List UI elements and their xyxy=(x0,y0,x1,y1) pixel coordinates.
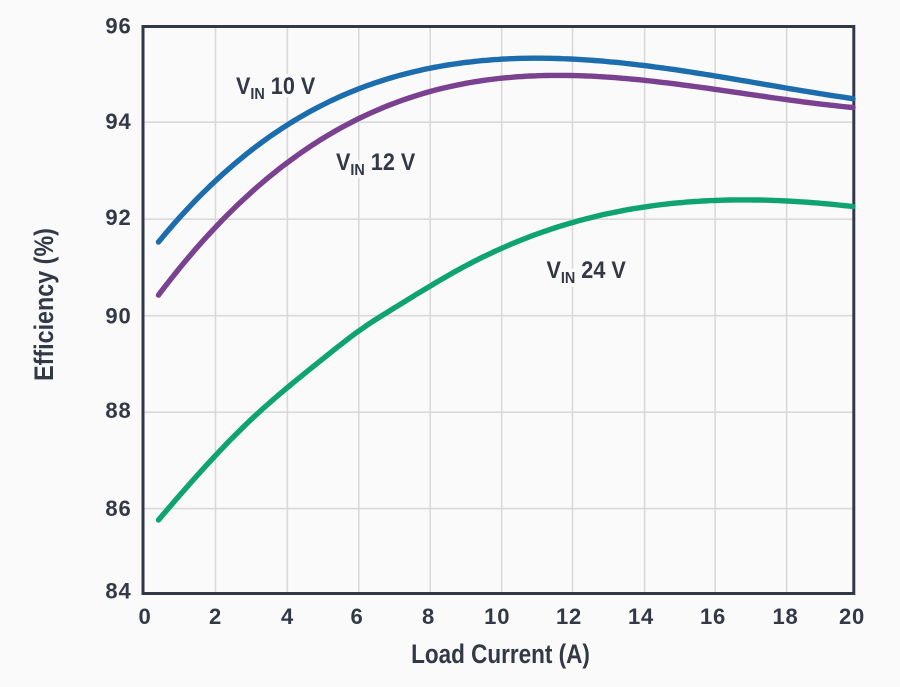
svg-text:VIN 10 V: VIN 10 V xyxy=(236,72,316,103)
svg-text:VIN 12 V: VIN 12 V xyxy=(336,148,416,179)
svg-text:12: 12 xyxy=(556,604,582,629)
svg-text:14: 14 xyxy=(628,604,654,629)
svg-text:0: 0 xyxy=(138,604,151,629)
svg-text:4: 4 xyxy=(281,604,294,629)
svg-text:Efficiency (%): Efficiency (%) xyxy=(30,228,60,381)
svg-text:92: 92 xyxy=(105,205,131,230)
svg-text:94: 94 xyxy=(105,109,131,134)
svg-text:86: 86 xyxy=(105,496,131,521)
svg-text:96: 96 xyxy=(105,14,131,39)
svg-text:90: 90 xyxy=(105,304,131,329)
svg-text:88: 88 xyxy=(105,398,131,423)
svg-text:Load Current (A): Load Current (A) xyxy=(411,640,590,669)
svg-text:84: 84 xyxy=(105,579,131,604)
svg-text:8: 8 xyxy=(422,604,435,629)
svg-text:VIN 24 V: VIN 24 V xyxy=(547,256,627,287)
svg-text:2: 2 xyxy=(209,604,222,629)
svg-text:6: 6 xyxy=(350,604,363,629)
svg-text:20: 20 xyxy=(839,604,865,629)
svg-text:18: 18 xyxy=(772,604,798,629)
svg-text:10: 10 xyxy=(484,604,510,629)
svg-text:16: 16 xyxy=(700,604,726,629)
